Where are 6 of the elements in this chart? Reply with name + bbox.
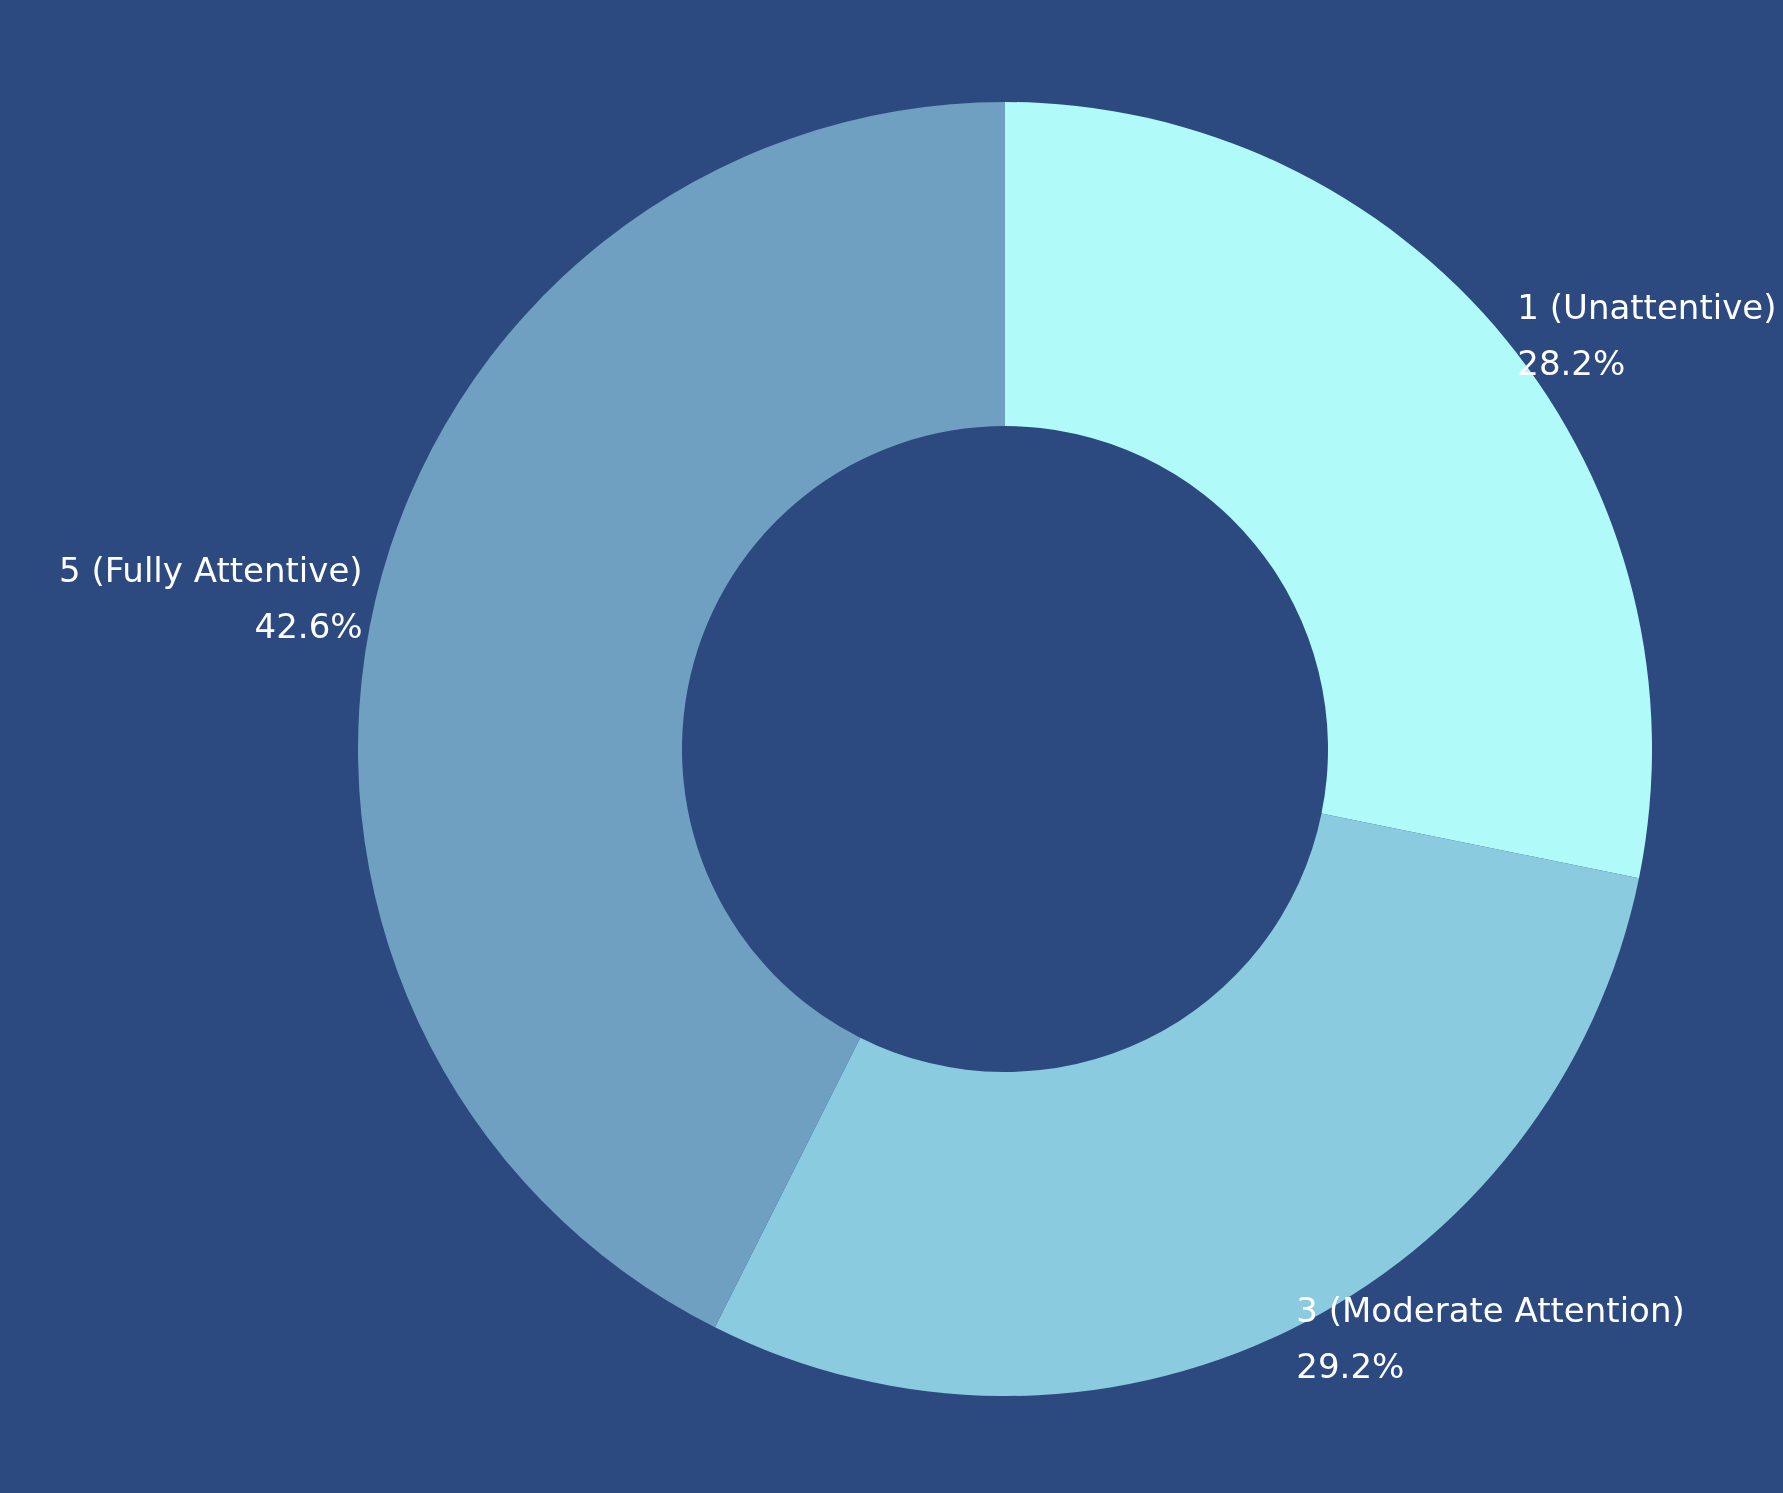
slice-label: 1 (Unattentive) <box>1517 286 1777 327</box>
data-label: 42.6% <box>254 606 363 647</box>
data-label: 28.2% <box>1517 342 1626 383</box>
slice-label: 5 (Fully Attentive) <box>58 550 363 591</box>
slice-label: 3 (Moderate Attention) <box>1296 1290 1685 1331</box>
data-label: 29.2% <box>1296 1346 1405 1387</box>
